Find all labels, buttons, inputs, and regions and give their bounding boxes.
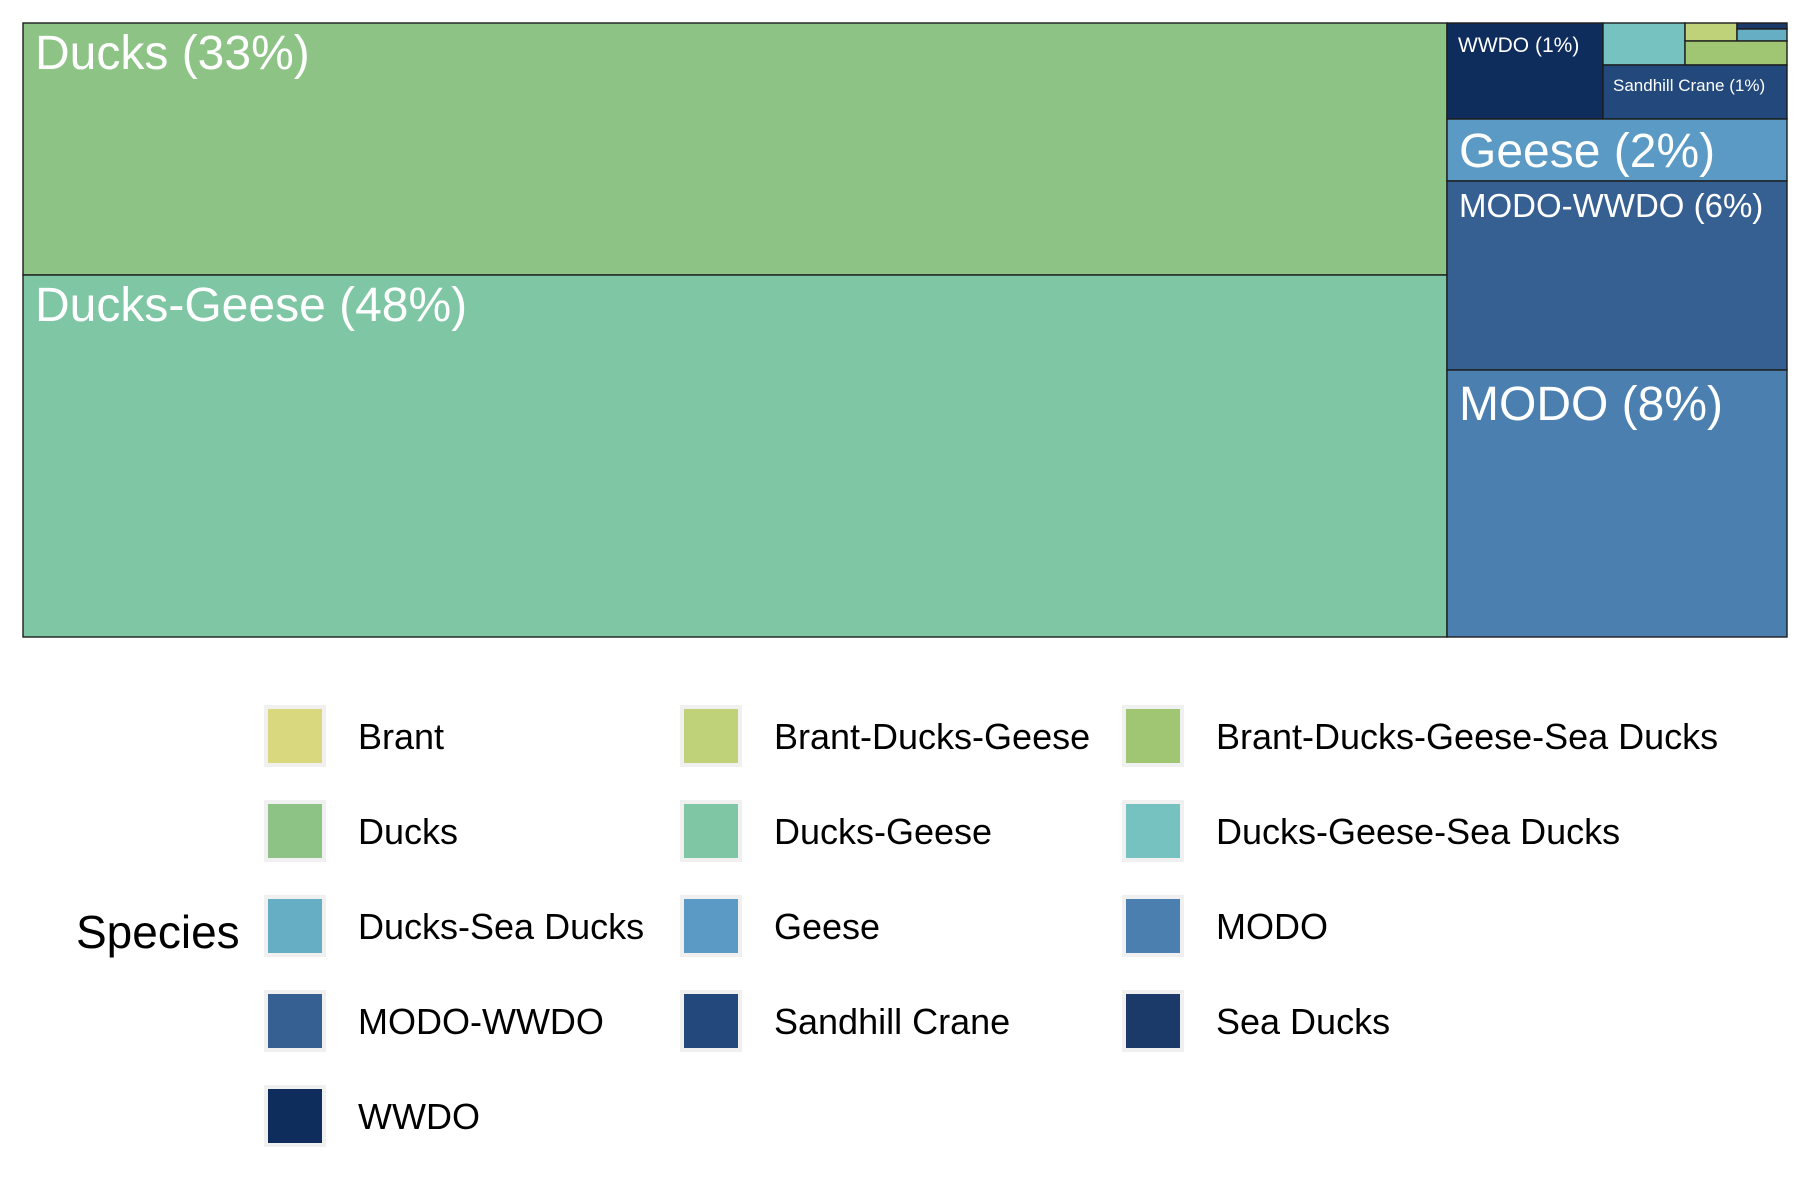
tile-rect-ducks-geese <box>22 274 1448 638</box>
tile-rect-modo <box>1446 369 1788 638</box>
legend-key-swatch <box>264 1085 326 1147</box>
tile-label-geese: Geese (2%) <box>1459 125 1715 178</box>
legend-label: Brant-Ducks-Geese <box>774 716 1091 757</box>
tile-wwdo: WWDO (1%) <box>1446 22 1604 120</box>
tile-rect-modo-wwdo <box>1446 180 1788 371</box>
legend-key-swatch <box>1122 895 1184 957</box>
legend-key-swatch <box>1122 705 1184 767</box>
legend-key-swatch <box>680 895 742 957</box>
tile-label-modo-wwdo: MODO-WWDO (6%) <box>1459 187 1763 224</box>
tile-rect-geese <box>1446 118 1788 182</box>
legend-label: Sea Ducks <box>1216 1001 1391 1042</box>
tile-brant-ducks-geese-sea-ducks <box>1684 40 1788 66</box>
legend-label: WWDO <box>358 1096 480 1137</box>
legend-key-swatch <box>1122 800 1184 862</box>
legend-label: Ducks-Geese <box>774 811 993 852</box>
legend-key-swatch <box>264 895 326 957</box>
legend-label: Geese <box>774 906 881 947</box>
tile-label-ducks: Ducks (33%) <box>35 27 310 80</box>
legend-key-swatch <box>680 800 742 862</box>
tile-modo: MODO (8%) <box>1446 369 1788 638</box>
legend-label: Ducks-Sea Ducks <box>358 906 645 947</box>
legend-label: MODO <box>1216 906 1328 947</box>
tile-rect-sandhill-crane <box>1602 64 1788 120</box>
tile-modo-wwdo: MODO-WWDO (6%) <box>1446 180 1788 371</box>
tile-label-ducks-geese: Ducks-Geese (48%) <box>35 279 467 332</box>
tile-ducks-geese: Ducks-Geese (48%) <box>22 274 1448 638</box>
legend-key-swatch <box>1122 990 1184 1052</box>
legend-key-swatch <box>264 705 326 767</box>
legend-title: Species <box>76 906 240 958</box>
tile-label-modo: MODO (8%) <box>1459 378 1723 431</box>
tile-label-sandhill-crane: Sandhill Crane (1%) <box>1613 76 1765 95</box>
legend-label: MODO-WWDO <box>358 1001 604 1042</box>
tile-rect-brant-ducks-geese-sea-ducks <box>1684 40 1788 66</box>
tile-rect-ducks <box>22 22 1448 276</box>
legend-label: Ducks <box>358 811 459 852</box>
legend-label: Sandhill Crane <box>774 1001 1011 1042</box>
tile-ducks: Ducks (33%) <box>22 22 1448 276</box>
legend-key-swatch <box>680 990 742 1052</box>
legend-key-swatch <box>680 705 742 767</box>
tile-sandhill-crane: Sandhill Crane (1%) <box>1602 64 1788 120</box>
tile-label-wwdo: WWDO (1%) <box>1458 34 1579 57</box>
legend-label: Brant <box>358 716 445 757</box>
tile-geese: Geese (2%) <box>1446 118 1788 182</box>
legend-label: Ducks-Geese-Sea Ducks <box>1216 811 1621 852</box>
legend-key-swatch <box>264 800 326 862</box>
legend-key-swatch <box>264 990 326 1052</box>
legend-label: Brant-Ducks-Geese-Sea Ducks <box>1216 716 1719 757</box>
